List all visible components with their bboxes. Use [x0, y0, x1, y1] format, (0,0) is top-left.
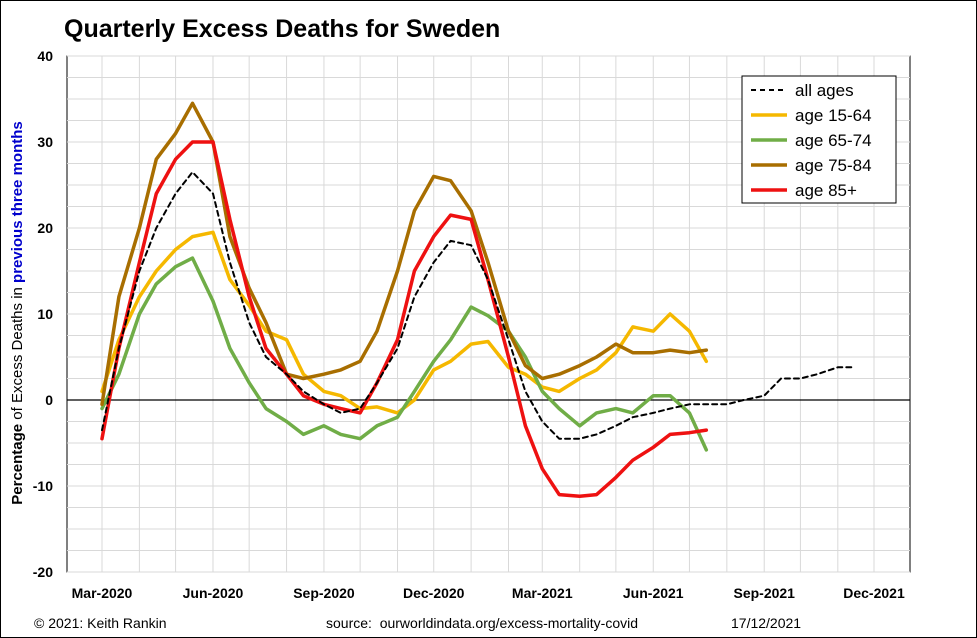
x-tick-label: Mar-2021 — [512, 585, 573, 601]
footer-date: 17/12/2021 — [731, 615, 801, 631]
x-tick-label: Dec-2020 — [403, 585, 465, 601]
y-tick-label: -10 — [33, 478, 53, 494]
series-layer — [100, 101, 856, 499]
legend: all ages age 15-64 age 65-74 age 75-84 age 8… — [741, 75, 897, 204]
y-tick-label: -20 — [33, 564, 53, 580]
y-tick-label: 30 — [37, 134, 53, 150]
y-tick-label: 0 — [45, 392, 53, 408]
y-gridlines — [67, 55, 910, 573]
y-axis-label-part-1: Percentage — [9, 424, 26, 505]
y-tick-label: 20 — [37, 220, 53, 236]
legend-entries: all ages age 15-64 age 65-74 age 75-84 age 8… — [751, 81, 872, 200]
x-tick-label: Mar-2020 — [72, 585, 133, 601]
y-axis-label: Percentage of Excess Deaths in previous … — [9, 121, 26, 504]
x-gridlines — [101, 56, 875, 572]
y-axis-label-part-3: previous three months — [9, 121, 26, 283]
x-tick-label: Dec-2021 — [843, 585, 905, 601]
y-axis-label-part-2: of Excess Deaths in — [9, 283, 26, 424]
x-tick-label: Sep-2020 — [293, 585, 355, 601]
series-line-age-75-84 — [100, 101, 709, 407]
x-tick-label: Jun-2020 — [183, 585, 244, 601]
y-tick-label: 40 — [37, 48, 53, 64]
series-line-all-ages — [101, 171, 856, 440]
y-tick-label: 10 — [37, 306, 53, 322]
chart-title: Quarterly Excess Deaths for Sweden — [64, 15, 500, 43]
series-line-age-65-74 — [100, 256, 709, 452]
x-tick-labels: Mar-2020 Jun-2020 Sep-2020 Dec-2020 Mar-2021… — [72, 585, 905, 601]
footer-copyright: © 2021: Keith Rankin — [34, 615, 167, 631]
series-line-age-85- — [100, 140, 709, 499]
legend-label: age 85+ — [795, 181, 857, 200]
legend-label: age 15-64 — [795, 106, 872, 125]
y-tick-labels: -20 -10 0 10 20 30 40 — [33, 48, 53, 580]
legend-label: age 75-84 — [795, 156, 872, 175]
footer-source: source: ourworldindata.org/excess-mortal… — [326, 615, 638, 631]
x-tick-label: Jun-2021 — [623, 585, 684, 601]
legend-label: age 65-74 — [795, 131, 872, 150]
x-tick-label: Sep-2021 — [733, 585, 795, 601]
legend-label: all ages — [795, 81, 854, 100]
